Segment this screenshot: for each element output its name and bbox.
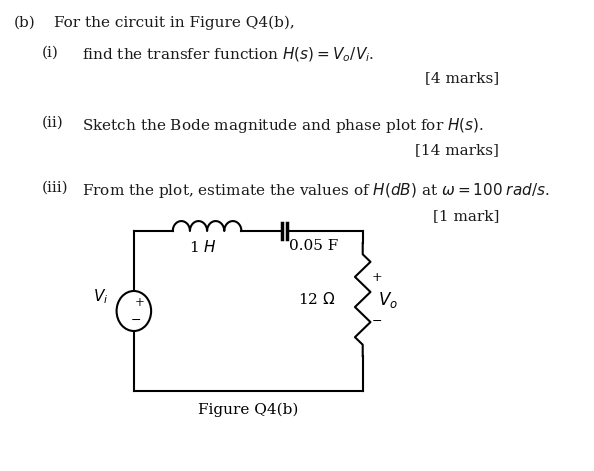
Text: From the plot, estimate the values of $H(dB)$ at $\omega = 100\;rad/s$.: From the plot, estimate the values of $H…: [82, 181, 550, 200]
Text: (ii): (ii): [42, 116, 63, 130]
Text: −: −: [371, 315, 382, 328]
Text: [1 mark]: [1 mark]: [433, 209, 499, 223]
Text: For the circuit in Figure Q4(b),: For the circuit in Figure Q4(b),: [53, 16, 294, 31]
Text: Sketch the Bode magnitude and phase plot for $H(s)$.: Sketch the Bode magnitude and phase plot…: [82, 116, 484, 135]
Text: (i): (i): [42, 46, 58, 60]
Text: $V_i$: $V_i$: [93, 288, 108, 306]
Text: find the transfer function $H(s) = \mathit{V}_o/\mathit{V}_i$.: find the transfer function $H(s) = \math…: [82, 46, 374, 65]
Text: +: +: [371, 271, 382, 284]
Text: (iii): (iii): [42, 181, 68, 195]
Text: $V_o$: $V_o$: [378, 290, 398, 309]
Text: +: +: [135, 297, 145, 309]
Text: (b): (b): [14, 16, 36, 30]
Text: 12 $\Omega$: 12 $\Omega$: [298, 292, 335, 308]
Text: Figure Q4(b): Figure Q4(b): [198, 403, 298, 417]
Text: −: −: [131, 314, 142, 326]
Text: 1 $H$: 1 $H$: [189, 239, 217, 255]
Text: [4 marks]: [4 marks]: [425, 71, 499, 85]
Text: 0.05 F: 0.05 F: [289, 239, 339, 253]
Text: [14 marks]: [14 marks]: [415, 143, 499, 157]
